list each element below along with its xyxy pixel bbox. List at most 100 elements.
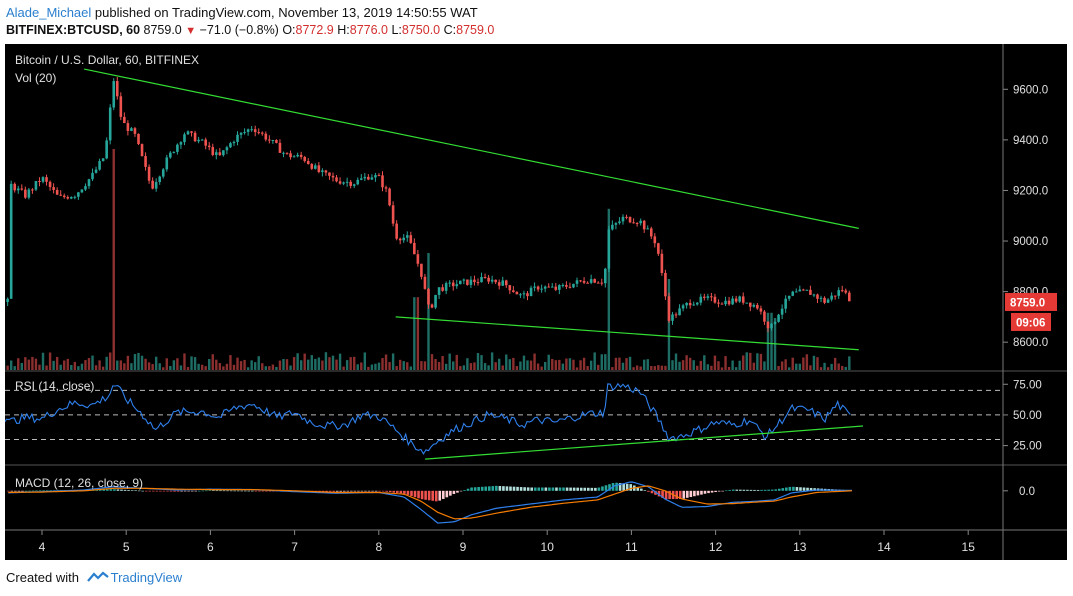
high-value: 8776.0 bbox=[349, 23, 388, 37]
candle-body bbox=[38, 180, 41, 182]
volume-bar bbox=[398, 359, 402, 370]
time-tick-label: 13 bbox=[793, 540, 807, 554]
volume-bar bbox=[529, 360, 533, 370]
macd-histogram-bar bbox=[106, 489, 109, 491]
candle-body bbox=[222, 150, 225, 156]
volume-bar bbox=[190, 356, 193, 370]
macd-histogram-bar bbox=[802, 487, 806, 491]
time-tick-label: 10 bbox=[541, 540, 555, 554]
candle-body bbox=[430, 304, 434, 308]
macd-histogram-bar bbox=[364, 490, 367, 492]
candle-body bbox=[331, 175, 335, 178]
candle-body bbox=[335, 177, 338, 182]
candle-body bbox=[480, 276, 483, 283]
macd-histogram-bar bbox=[625, 483, 629, 491]
tradingview-logo-icon[interactable] bbox=[86, 571, 109, 586]
macd-histogram-bar bbox=[325, 490, 328, 492]
volume-bar bbox=[713, 355, 717, 370]
candle-body bbox=[497, 282, 501, 286]
volume-bar bbox=[388, 362, 391, 370]
candle-body bbox=[101, 158, 105, 162]
volume-bar bbox=[844, 366, 847, 370]
volume-bar bbox=[533, 353, 536, 370]
volume-bar bbox=[112, 149, 115, 370]
macd-histogram-bar bbox=[17, 490, 21, 492]
candle-body bbox=[692, 304, 696, 306]
macd-histogram-bar bbox=[357, 490, 360, 492]
macd-pane: 0.0 bbox=[7, 481, 1035, 524]
rsi-tick-label: 75.00 bbox=[1013, 379, 1042, 391]
macd-histogram-bar bbox=[495, 485, 498, 491]
chart-canvas[interactable]: 9600.09400.09200.09000.08800.08600.08759… bbox=[2, 44, 1067, 560]
macd-histogram-bar bbox=[374, 490, 378, 492]
candle-body bbox=[243, 131, 246, 133]
volume-bar bbox=[561, 363, 565, 370]
volume-bar bbox=[137, 352, 140, 370]
macd-histogram-bar bbox=[806, 487, 809, 491]
macd-histogram-bar bbox=[480, 486, 484, 491]
volume-bar bbox=[536, 363, 540, 370]
macd-histogram-bar bbox=[721, 490, 724, 492]
candle-body bbox=[73, 196, 77, 198]
time-tick-label: 7 bbox=[291, 540, 298, 554]
candle-body bbox=[766, 321, 770, 329]
candle-body bbox=[200, 139, 204, 141]
candle-body bbox=[494, 279, 497, 283]
volume-bar bbox=[130, 363, 133, 370]
macd-histogram-bar bbox=[194, 490, 198, 492]
candle-body bbox=[367, 176, 370, 180]
candle-body bbox=[526, 293, 529, 297]
candle-body bbox=[395, 223, 398, 239]
volume-bar bbox=[285, 359, 289, 370]
candle-body bbox=[575, 280, 579, 284]
volume-bar bbox=[469, 363, 473, 370]
macd-histogram-bar bbox=[604, 485, 608, 491]
volume-bar bbox=[261, 363, 264, 370]
volume-bar bbox=[324, 352, 328, 370]
volume-bar bbox=[208, 359, 211, 370]
macd-histogram-bar bbox=[392, 490, 396, 493]
candle-body bbox=[848, 292, 851, 302]
macd-histogram-bar bbox=[473, 487, 477, 491]
publish-line: Alade_Michael published on TradingView.c… bbox=[6, 5, 478, 20]
candle-body bbox=[303, 156, 307, 161]
volume-bar bbox=[370, 364, 374, 370]
candle-body bbox=[391, 205, 395, 224]
candle-body bbox=[791, 291, 795, 296]
volume-bar bbox=[490, 352, 494, 370]
volume-bar bbox=[841, 365, 844, 370]
candle-body bbox=[292, 156, 296, 158]
countdown-label: 09:06 bbox=[1016, 317, 1045, 329]
tradingview-link[interactable]: TradingView bbox=[110, 570, 183, 585]
price-tick-label: 9000.0 bbox=[1013, 236, 1048, 248]
candle-body bbox=[179, 142, 183, 145]
chart-container[interactable]: 9600.0 9400.0 9200.0 9000.0 8800.0 8600.0 8759… bbox=[2, 44, 1067, 560]
macd-histogram-bar bbox=[399, 490, 403, 494]
volume-bar bbox=[476, 353, 480, 370]
volume-bar bbox=[720, 367, 724, 370]
volume-bar bbox=[519, 361, 522, 370]
volume-bar bbox=[650, 366, 653, 370]
volume-bar bbox=[639, 366, 642, 370]
candle-body bbox=[310, 163, 314, 169]
volume-bar bbox=[264, 366, 268, 370]
candle-body bbox=[837, 290, 841, 296]
candle-body bbox=[657, 243, 660, 254]
macd-histogram-bar bbox=[130, 490, 134, 491]
volume-bar bbox=[73, 361, 77, 370]
volume-bar bbox=[140, 355, 144, 370]
macd-histogram-bar bbox=[201, 490, 205, 492]
candle-body bbox=[154, 182, 158, 189]
author-link[interactable]: Alade_Michael bbox=[6, 5, 92, 20]
volume-bar bbox=[24, 357, 27, 370]
macd-histogram-bar bbox=[233, 490, 236, 492]
macd-histogram-bar bbox=[714, 490, 717, 493]
candle-body bbox=[469, 279, 473, 285]
countdown-tag bbox=[1011, 312, 1051, 331]
macd-histogram-bar bbox=[763, 489, 767, 491]
volume-bar bbox=[126, 355, 130, 370]
macd-histogram-bar bbox=[597, 487, 601, 491]
volume-bar bbox=[395, 366, 398, 370]
macd-histogram-bar bbox=[350, 490, 353, 492]
volume-bar bbox=[547, 354, 550, 370]
